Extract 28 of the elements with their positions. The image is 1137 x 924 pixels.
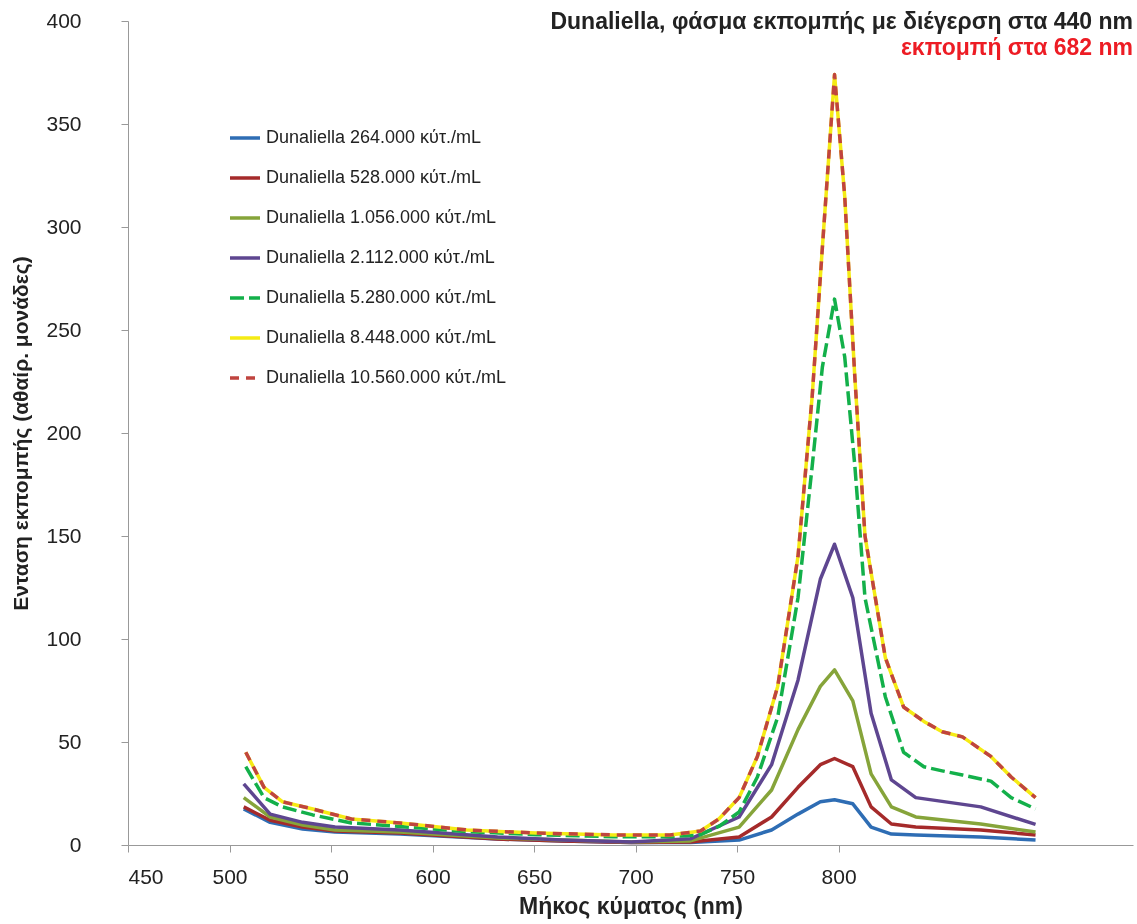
y-tick-label: 150 [46, 523, 82, 547]
legend-label: Dunaliella 528.000 κύτ./mL [266, 167, 482, 187]
y-tick-label: 100 [46, 626, 82, 650]
legend-label: Dunaliella 5.280.000 κύτ./mL [266, 287, 497, 307]
legend-label: Dunaliella 2.112.000 κύτ./mL [266, 247, 495, 267]
y-tick-label: 250 [46, 317, 82, 341]
y-tick-label: 50 [58, 729, 82, 753]
y-tick-label: 0 [69, 832, 82, 856]
x-tick-label: 750 [720, 864, 756, 888]
x-axis-title: Μήκος κύματος (nm) [519, 892, 743, 919]
x-tick-label: 650 [517, 864, 553, 888]
x-tick-label: 550 [314, 864, 350, 888]
y-axis-title: Ενταση εκπομπής (αθαίρ. μονάδες) [9, 256, 34, 611]
y-tick-label: 300 [46, 214, 82, 238]
legend-label: Dunaliella 8.448.000 κύτ./mL [266, 327, 497, 347]
x-tick-label: 600 [415, 864, 451, 888]
x-tick-label: 500 [212, 864, 248, 888]
x-tick-label: 450 [128, 864, 164, 888]
x-tick-label: 700 [618, 864, 654, 888]
y-tick-label: 200 [46, 420, 82, 444]
legend-label: Dunaliella 1.056.000 κύτ./mL [266, 207, 497, 227]
text: εκπομπή στα 682 nm [900, 34, 1133, 60]
x-tick-label: 800 [821, 864, 857, 888]
y-tick-label: 400 [46, 8, 82, 32]
y-tick-label: 350 [46, 111, 82, 135]
legend-label: Dunaliella 264.000 κύτ./mL [266, 127, 482, 147]
legend-label: Dunaliella 10.560.000 κύτ./mL [266, 367, 507, 387]
chart-title: Dunaliella, φάσμα εκπομπής με διέγερση στα 440 nm [550, 8, 1133, 34]
